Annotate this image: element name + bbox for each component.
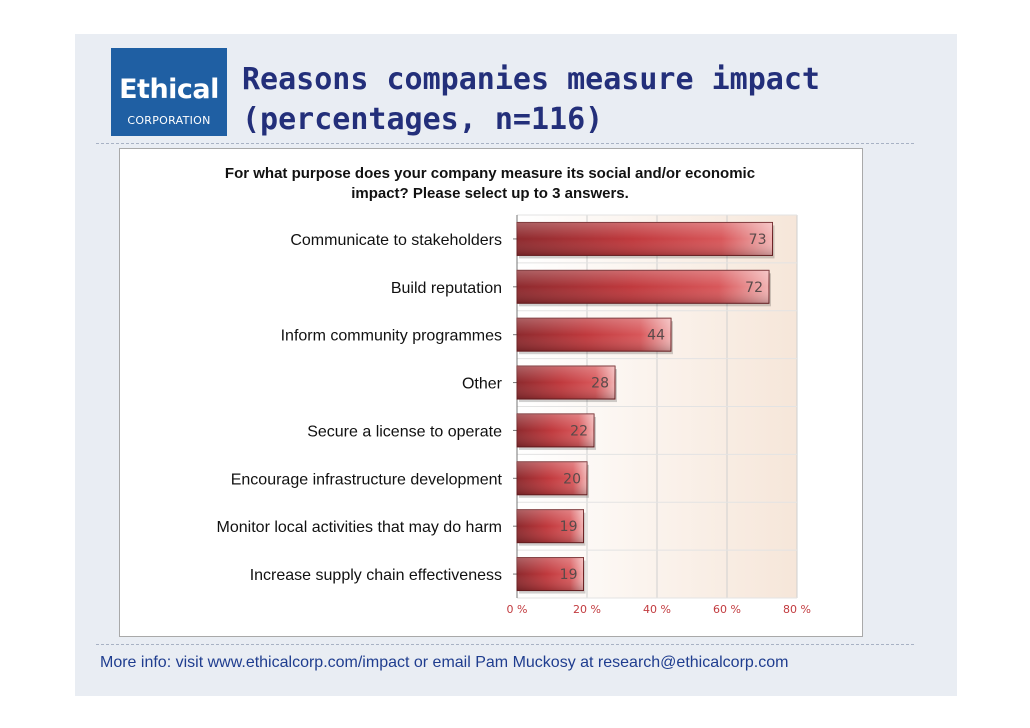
- x-tick-label-0: 0 %: [507, 603, 528, 616]
- logo-subtitle: CORPORATION: [127, 114, 211, 127]
- slide-title-line1: Reasons companies measure impact: [242, 62, 820, 97]
- chart-title-line2: impact? Please select up to 3 answers.: [351, 185, 629, 202]
- slide-title-line2: (percentages, n=116): [242, 102, 604, 137]
- x-tick-label-1: 20 %: [573, 603, 601, 616]
- bar-sheen-6: [517, 509, 584, 543]
- chart-title: For what purpose does your company measu…: [119, 164, 861, 204]
- value-label-6: 19: [560, 519, 578, 535]
- value-label-7: 19: [560, 567, 578, 583]
- bar-sheen-5: [517, 461, 587, 495]
- category-label-4: Secure a license to operate: [307, 423, 502, 440]
- category-label-2: Inform community programmes: [281, 328, 502, 345]
- value-label-1: 72: [745, 280, 763, 296]
- bar-sheen-0: [517, 222, 773, 256]
- x-tick-label-4: 80 %: [783, 603, 811, 616]
- category-label-5: Encourage infrastructure development: [231, 471, 503, 488]
- bar-sheen-7: [517, 557, 584, 591]
- header-divider: [96, 143, 914, 144]
- footer-divider: [96, 644, 914, 645]
- category-label-3: Other: [462, 376, 503, 393]
- x-tick-label-3: 60 %: [713, 603, 741, 616]
- value-label-2: 44: [647, 328, 665, 344]
- value-label-3: 28: [591, 376, 609, 392]
- category-label-6: Monitor local activities that may do har…: [217, 519, 502, 536]
- value-label-0: 73: [749, 232, 767, 248]
- value-label-4: 22: [570, 423, 588, 439]
- chart-title-line1: For what purpose does your company measu…: [224, 165, 756, 182]
- bar-sheen-4: [517, 413, 594, 447]
- bar-sheen-1: [517, 270, 769, 304]
- bar-sheen-2: [517, 318, 671, 352]
- value-label-5: 20: [563, 471, 581, 487]
- logo-wordmark: Ethical: [119, 74, 219, 105]
- ethical-corporation-logo: Ethical CORPORATION: [111, 48, 227, 136]
- slide-title: Reasons companies measure impact (percen…: [242, 60, 952, 140]
- category-label-1: Build reputation: [391, 280, 502, 297]
- footer-info: More info: visit www.ethicalcorp.com/imp…: [100, 654, 789, 671]
- x-tick-label-2: 40 %: [643, 603, 671, 616]
- category-label-0: Communicate to stakeholders: [290, 232, 502, 249]
- category-label-7: Increase supply chain effectiveness: [250, 567, 502, 584]
- bar-sheen-3: [517, 366, 615, 400]
